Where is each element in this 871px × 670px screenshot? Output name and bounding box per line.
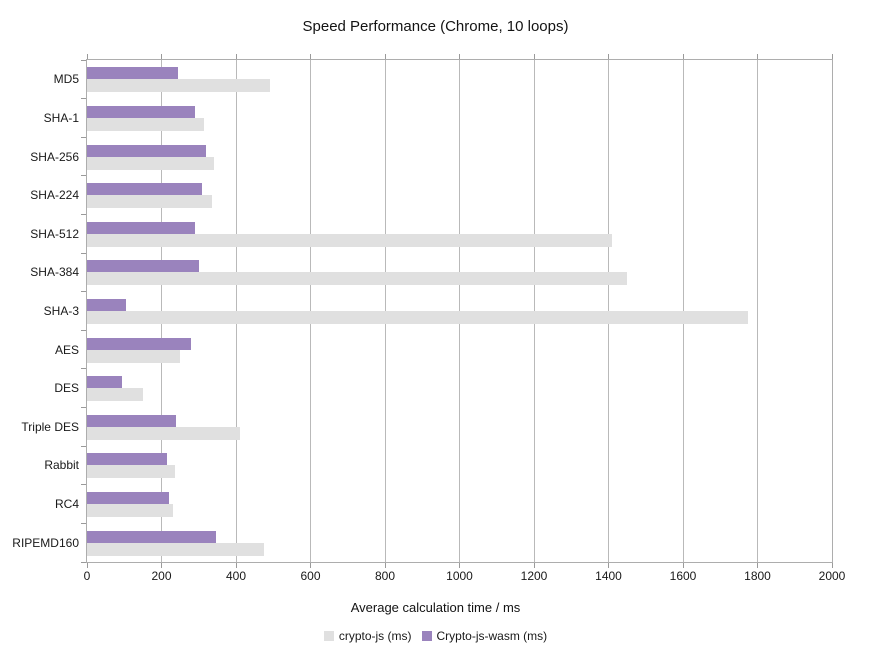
- bar-crypto-js: [87, 272, 628, 286]
- x-tick-label: 1000: [446, 569, 473, 583]
- x-tick-mark: [831, 54, 833, 59]
- x-tick-mark: [757, 54, 758, 59]
- chart-title: Speed Performance (Chrome, 10 loops): [302, 18, 569, 35]
- bar-crypto-js: [87, 79, 270, 93]
- category-label: Rabbit: [44, 458, 79, 473]
- x-tick-mark: [161, 54, 162, 59]
- category-label: SHA-1: [43, 110, 79, 125]
- y-tick-mark: [81, 291, 86, 293]
- category-label: SHA-3: [43, 304, 79, 318]
- x-tick-mark: [384, 54, 386, 59]
- bar-crypto-js-wasm: [87, 453, 168, 466]
- x-tick-mark: [533, 54, 535, 59]
- gridline: [757, 60, 758, 562]
- x-tick-mark: [310, 54, 311, 59]
- bar-crypto-js: [87, 388, 143, 402]
- bar-crypto-js-wasm: [87, 221, 196, 234]
- category-label: SHA-384: [30, 265, 79, 280]
- x-tick-label: 1800: [744, 569, 771, 583]
- bar-crypto-js: [87, 233, 613, 247]
- y-tick-mark: [81, 252, 86, 254]
- x-tick-label: 1400: [595, 569, 622, 583]
- bar-crypto-js: [87, 542, 264, 556]
- x-tick-mark: [161, 563, 162, 568]
- x-tick-mark: [86, 563, 88, 568]
- bar-crypto-js-wasm: [87, 67, 179, 80]
- bar-crypto-js: [87, 426, 240, 440]
- bar-crypto-js-wasm: [87, 260, 199, 273]
- category-label: AES: [54, 342, 79, 357]
- category-label: RIPEMD160: [12, 535, 79, 550]
- x-tick-mark: [235, 54, 237, 59]
- plot-area: 0 200 400 600 800 1000 1200 1400 1600 1800 2000 MD5…: [12, 54, 845, 583]
- bar-crypto-js-wasm: [87, 414, 177, 427]
- x-tick-mark: [235, 563, 237, 568]
- y-tick-mark: [81, 175, 86, 177]
- y-tick-mark: [81, 98, 86, 100]
- x-tick-label: 1600: [669, 569, 697, 583]
- y-tick-mark: [81, 213, 86, 215]
- x-tick-label: 600: [300, 569, 321, 583]
- bar-crypto-js-wasm: [87, 337, 192, 350]
- bar-crypto-js-wasm: [87, 144, 207, 157]
- x-tick-label: 2000: [818, 569, 846, 583]
- x-tick-mark: [459, 563, 460, 568]
- legend-swatch: [323, 631, 334, 641]
- x-tick-mark: [682, 54, 684, 59]
- x-tick-label: 200: [151, 569, 172, 583]
- x-tick-mark: [86, 54, 88, 59]
- bar-crypto-js: [87, 117, 205, 131]
- legend: crypto-js (ms) Crypto-js-wasm (ms): [0, 629, 871, 643]
- bar-crypto-js: [87, 311, 749, 324]
- x-tick-label: 0: [83, 569, 91, 583]
- bar-crypto-js-wasm: [87, 376, 123, 389]
- y-tick-mark: [81, 484, 86, 486]
- x-tick-mark: [533, 563, 535, 568]
- x-tick-label: 800: [374, 569, 396, 583]
- x-tick-mark: [459, 54, 460, 59]
- category-label: Triple DES: [21, 419, 79, 434]
- bar-crypto-js-wasm: [87, 530, 216, 543]
- bar-crypto-js: [87, 195, 212, 209]
- category-label: SHA-256: [30, 149, 79, 164]
- y-tick-mark: [81, 329, 86, 331]
- y-tick-mark: [81, 136, 86, 138]
- category-label: MD5: [53, 72, 79, 87]
- category-label: DES: [54, 381, 79, 396]
- x-tick-mark: [608, 54, 609, 59]
- y-tick-mark: [81, 59, 86, 61]
- x-tick-mark: [682, 563, 684, 568]
- x-axis-title: Average calculation time / ms: [350, 600, 521, 615]
- y-tick-mark: [81, 407, 86, 409]
- x-tick-mark: [608, 563, 609, 568]
- x-tick-mark: [831, 563, 833, 568]
- bar-crypto-js: [87, 349, 181, 363]
- y-tick-mark: [81, 368, 86, 370]
- bar-crypto-js-wasm: [87, 492, 169, 505]
- x-tick-mark: [310, 563, 311, 568]
- x-tick-label: 400: [225, 569, 247, 583]
- y-tick-mark: [81, 522, 86, 524]
- bar-crypto-js-wasm: [87, 299, 127, 311]
- legend-label: crypto-js (ms): [338, 629, 412, 643]
- legend-item: Crypto-js-wasm (ms): [421, 629, 548, 643]
- category-label: SHA-512: [30, 226, 79, 241]
- bar-crypto-js: [87, 504, 173, 518]
- bar-crypto-js: [87, 465, 175, 479]
- legend-label: Crypto-js-wasm (ms): [436, 629, 548, 643]
- y-tick-mark: [81, 445, 86, 447]
- bar-crypto-js: [87, 156, 214, 170]
- legend-swatch: [421, 631, 432, 641]
- legend-item: crypto-js (ms): [323, 629, 412, 643]
- x-tick-label: 1200: [520, 569, 548, 583]
- y-tick-mark: [81, 561, 86, 563]
- bar-crypto-js-wasm: [87, 105, 196, 118]
- bar-crypto-js-wasm: [87, 183, 203, 196]
- category-label: RC4: [54, 497, 79, 512]
- category-label: SHA-224: [30, 188, 79, 203]
- x-tick-mark: [384, 563, 386, 568]
- x-tick-mark: [757, 563, 758, 568]
